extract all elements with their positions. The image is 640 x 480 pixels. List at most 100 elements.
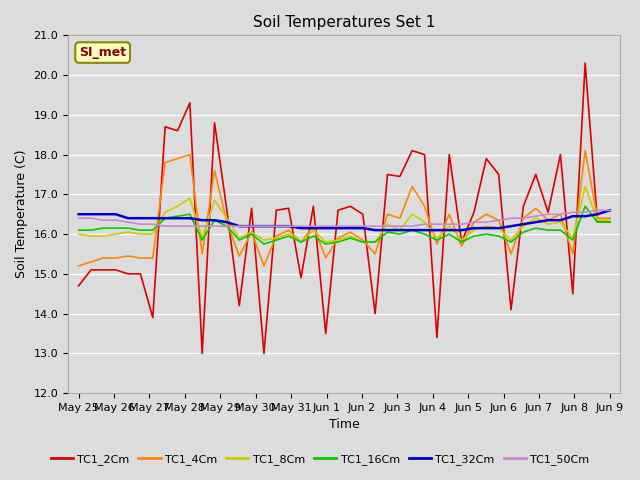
TC1_8Cm [445,223,453,229]
TC1_2Cm [544,209,552,215]
Y-axis label: Soil Temperature (C): Soil Temperature (C) [15,150,28,278]
TC1_50Cm [532,213,540,219]
TC1_2Cm [285,205,292,211]
TC1_2Cm [347,204,355,209]
TC1_16Cm [211,217,218,223]
TC1_8Cm [198,235,206,241]
TC1_4Cm [297,239,305,245]
TC1_16Cm [285,233,292,239]
TC1_32Cm [371,227,379,233]
TC1_8Cm [99,233,107,239]
TC1_4Cm [408,183,416,189]
TC1_16Cm [236,237,243,243]
TC1_4Cm [87,259,95,265]
TC1_50Cm [334,223,342,229]
TC1_50Cm [520,216,527,221]
TC1_50Cm [569,209,577,215]
TC1_8Cm [322,239,330,245]
TC1_2Cm [136,271,144,277]
TC1_16Cm [470,233,478,239]
TC1_8Cm [470,227,478,233]
TC1_4Cm [581,148,589,154]
TC1_8Cm [408,211,416,217]
TC1_2Cm [371,311,379,316]
TC1_32Cm [581,213,589,219]
TC1_16Cm [408,227,416,233]
TC1_8Cm [310,227,317,233]
TC1_16Cm [260,241,268,247]
TC1_50Cm [223,223,231,229]
TC1_16Cm [458,239,465,245]
TC1_16Cm [383,229,391,235]
TC1_16Cm [198,237,206,243]
TC1_16Cm [371,239,379,245]
TC1_4Cm [569,251,577,257]
TC1_50Cm [507,216,515,221]
TC1_50Cm [186,223,194,229]
TC1_2Cm [75,283,83,288]
TC1_8Cm [186,195,194,201]
TC1_4Cm [236,253,243,259]
Line: TC1_2Cm: TC1_2Cm [79,63,610,353]
TC1_16Cm [420,231,428,237]
TC1_32Cm [211,217,218,223]
TC1_50Cm [495,217,502,223]
TC1_50Cm [470,219,478,225]
TC1_32Cm [569,213,577,219]
TC1_50Cm [136,221,144,227]
TC1_2Cm [359,211,367,217]
TC1_2Cm [495,171,502,177]
TC1_32Cm [433,227,441,233]
TC1_50Cm [297,223,305,229]
TC1_50Cm [260,223,268,229]
TC1_32Cm [136,216,144,221]
TC1_2Cm [420,152,428,157]
TC1_32Cm [594,211,602,217]
TC1_2Cm [211,120,218,126]
TC1_4Cm [322,255,330,261]
TC1_16Cm [507,239,515,245]
TC1_16Cm [248,231,255,237]
TC1_50Cm [211,223,218,229]
TC1_32Cm [75,211,83,217]
TC1_4Cm [470,219,478,225]
TC1_16Cm [297,239,305,245]
TC1_16Cm [112,225,120,231]
TC1_32Cm [260,223,268,229]
TC1_32Cm [520,221,527,227]
TC1_16Cm [334,239,342,245]
TC1_16Cm [310,233,317,239]
TC1_16Cm [581,204,589,209]
TC1_32Cm [322,225,330,231]
Text: SI_met: SI_met [79,46,126,59]
TC1_8Cm [458,237,465,243]
TC1_50Cm [248,223,255,229]
TC1_16Cm [433,237,441,243]
TC1_2Cm [458,239,465,245]
TC1_32Cm [112,211,120,217]
TC1_4Cm [211,168,218,173]
TC1_32Cm [544,217,552,223]
TC1_32Cm [273,223,280,229]
TC1_8Cm [347,233,355,239]
TC1_32Cm [532,219,540,225]
TC1_8Cm [532,216,540,221]
TC1_50Cm [198,223,206,229]
TC1_4Cm [507,251,515,257]
TC1_4Cm [606,216,614,221]
TC1_16Cm [594,219,602,225]
TC1_2Cm [569,291,577,297]
TC1_2Cm [594,219,602,225]
TC1_32Cm [99,211,107,217]
TC1_50Cm [161,223,169,229]
TC1_4Cm [198,251,206,257]
TC1_8Cm [569,235,577,241]
TC1_8Cm [495,225,502,231]
TC1_4Cm [112,255,120,261]
TC1_16Cm [347,235,355,241]
TC1_50Cm [557,211,564,217]
TC1_16Cm [322,241,330,247]
TC1_4Cm [458,243,465,249]
TC1_32Cm [310,225,317,231]
TC1_50Cm [594,207,602,213]
